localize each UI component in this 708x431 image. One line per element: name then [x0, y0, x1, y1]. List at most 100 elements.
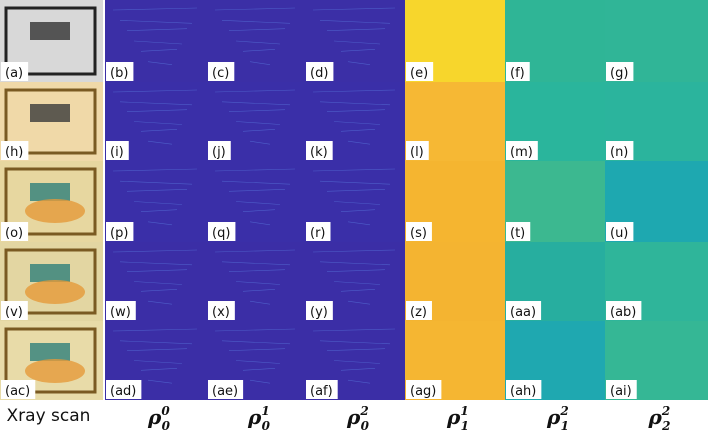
panel-label-box: [406, 141, 429, 160]
edge-streak: [147, 140, 173, 145]
edge-streak: [249, 300, 271, 305]
edge-streak: [112, 7, 198, 11]
edge-streak: [326, 28, 386, 31]
panel-label-box: [506, 380, 542, 399]
edge-streak: [140, 49, 178, 52]
panel-label-box: [208, 62, 235, 81]
edge-streak: [347, 140, 371, 145]
edge-streak: [312, 89, 396, 93]
edge-streak: [228, 28, 286, 31]
panel-label: (y): [310, 305, 328, 320]
edge-streak: [228, 348, 286, 351]
edge-streak: [340, 209, 376, 212]
bag-object: [30, 343, 70, 361]
panel-label-box: [1, 301, 28, 320]
panel-label-box: [306, 62, 334, 81]
edge-streak: [319, 20, 391, 24]
panel-label: (v): [5, 305, 23, 320]
panel-label: (e): [410, 66, 428, 81]
bag-outline: [4, 88, 97, 155]
edge-streak: [235, 121, 281, 125]
panel-label: (i): [110, 145, 124, 160]
edge-streak: [119, 261, 193, 266]
column-header: ρ2 0: [346, 404, 370, 431]
edge-streak: [319, 340, 391, 345]
edge-streak: [140, 289, 178, 292]
panel-label-box: [208, 301, 235, 320]
panel-label-box: [306, 222, 331, 241]
header-symbol: ρ: [346, 405, 361, 429]
panel-label-box: [1, 141, 29, 160]
edge-streak: [333, 281, 381, 285]
header-subscript: 1: [561, 419, 569, 431]
panel-label-box: [606, 62, 634, 81]
panel-label-box: [208, 380, 244, 399]
header-superscript: 0: [161, 404, 170, 418]
panel-label: (ab): [610, 305, 636, 320]
panel-label-box: [606, 141, 634, 160]
edge-streak: [140, 209, 178, 212]
panel-label-box: [106, 301, 136, 320]
header-superscript: 1: [261, 404, 269, 418]
panel-label-box: [106, 222, 134, 241]
edge-streak: [147, 61, 173, 65]
panel-label: (p): [110, 226, 128, 241]
edge-streak: [214, 7, 296, 11]
edge-streak: [133, 360, 183, 364]
edge-streak: [347, 379, 371, 384]
panel-label: (ag): [410, 384, 436, 399]
edge-streak: [228, 269, 286, 272]
edge-streak: [249, 61, 271, 65]
panel-label-box: [208, 222, 236, 241]
header-subscript: 0: [361, 419, 370, 431]
edge-streak: [326, 189, 386, 192]
bag-outline: [4, 6, 97, 76]
edge-streak: [235, 40, 281, 45]
panel-label: (u): [610, 226, 628, 241]
panel-label-box: [406, 222, 432, 241]
panel-label: (ac): [5, 384, 30, 399]
panel-label-box: [506, 62, 530, 81]
panel-label-box: [406, 380, 442, 399]
edge-streak: [126, 269, 188, 272]
edge-streak: [333, 40, 381, 45]
edge-streak: [347, 61, 371, 65]
panel-label: (b): [110, 66, 128, 81]
panel-label: (n): [610, 145, 628, 160]
panel-label-box: [106, 62, 134, 81]
edge-streak: [126, 109, 188, 112]
panel-label: (t): [510, 226, 525, 241]
panel-label-box: [306, 301, 333, 320]
panel-label-box: [1, 222, 29, 241]
panel-label-box: [406, 62, 434, 81]
panel-label: (a): [5, 66, 23, 81]
edge-streak: [221, 180, 291, 185]
edge-streak: [147, 379, 173, 384]
header-superscript: 2: [359, 404, 368, 418]
header-symbol: ρ: [546, 405, 561, 429]
header-subscript: 1: [461, 419, 469, 431]
bag-outline: [4, 167, 97, 236]
column-header: ρ1 0: [247, 404, 271, 431]
edge-streak: [228, 189, 286, 192]
header-subscript: 0: [162, 419, 171, 431]
edge-streak: [312, 249, 396, 253]
column-header: ρ2 1: [546, 404, 569, 431]
panel-label: (q): [212, 226, 230, 241]
edge-streak: [126, 189, 188, 192]
edge-streak: [340, 129, 376, 132]
edge-streak: [249, 140, 271, 145]
panel-label-box: [506, 141, 538, 160]
edge-streak: [214, 168, 296, 172]
edge-streak: [119, 101, 193, 106]
panel-label: (ah): [510, 384, 536, 399]
edge-streak: [133, 281, 183, 285]
edge-streak: [221, 101, 291, 106]
column-header: ρ0 0: [147, 404, 171, 431]
edge-streak: [112, 168, 198, 172]
bag-object: [30, 104, 70, 122]
panel-label: (g): [610, 66, 628, 81]
panel-label-box: [208, 141, 231, 160]
edge-streak: [340, 289, 376, 292]
panel-label: (w): [110, 305, 131, 320]
